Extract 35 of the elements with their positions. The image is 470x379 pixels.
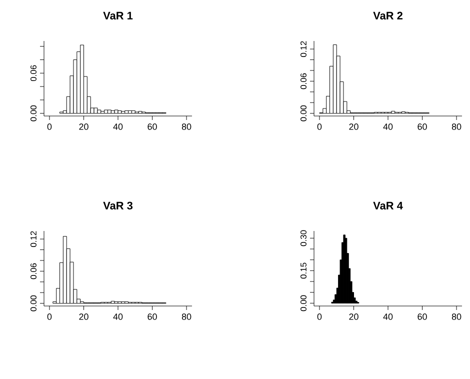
x-tick-label: 40 [113,314,123,320]
x-tick-label: 80 [452,314,462,320]
x-tick-label: 80 [452,124,462,130]
x-tick-label: 0 [47,314,52,320]
x-tick-label: 80 [182,124,192,130]
chart-title: VaR 2 [373,12,402,20]
chart-title: VaR 1 [103,12,133,20]
y-tick-label: 0.15 [300,262,306,279]
x-tick-label: 60 [418,314,427,320]
y-tick-label: 0.06 [30,65,36,82]
y-tick-label: 0.00 [30,105,36,122]
x-tick-label: 60 [148,124,157,130]
x-tick-label: 20 [79,314,88,320]
y-tick-label: 0.00 [30,295,36,312]
x-tick-label: 40 [383,124,393,130]
y-tick-label: 0.00 [300,105,306,122]
chart-title: VaR 3 [103,202,133,210]
x-tick-label: 60 [148,314,157,320]
x-tick-label: 20 [349,314,358,320]
y-tick-label: 0.12 [30,231,36,247]
x-tick-label: 0 [317,314,322,320]
chart-title: VaR 4 [373,202,403,210]
y-tick-label: 0.00 [300,295,306,312]
y-tick-label: 0.30 [300,230,306,246]
x-tick-label: 80 [182,314,192,320]
y-tick-label: 0.06 [30,263,36,280]
x-tick-label: 20 [349,124,358,130]
y-tick-label: 0.06 [300,73,306,90]
y-tick-label: 0.12 [300,41,306,57]
x-tick-label: 40 [113,124,123,130]
x-tick-label: 40 [383,314,393,320]
x-tick-label: 20 [79,124,88,130]
x-tick-label: 0 [317,124,322,130]
x-tick-label: 60 [418,124,427,130]
x-tick-label: 0 [47,124,52,130]
